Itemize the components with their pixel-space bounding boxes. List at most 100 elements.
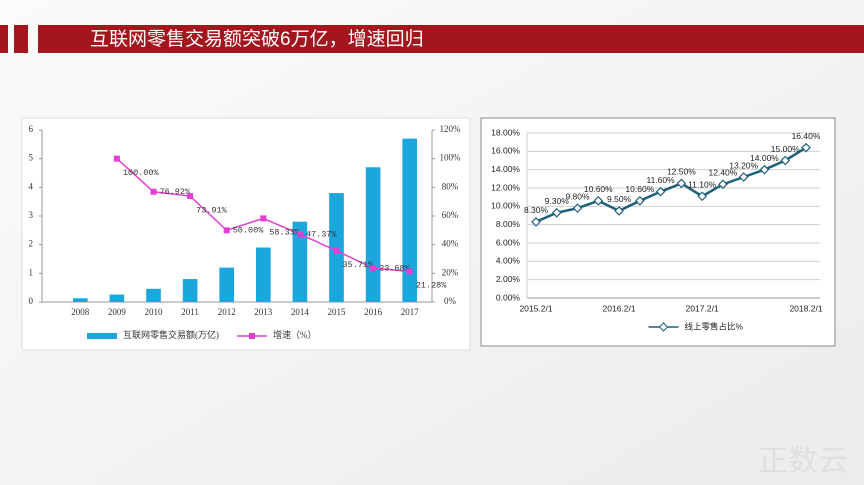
- marker: [296, 231, 303, 238]
- y2-tick-label: 0%: [444, 296, 457, 306]
- legend-label: 互联网零售交易额(万亿): [123, 329, 219, 340]
- data-label: 9.80%: [565, 191, 590, 201]
- data-label: 13.20%: [729, 160, 758, 170]
- y-tick-label: 14.00%: [491, 164, 520, 174]
- x-tick-label: 2017: [401, 307, 420, 317]
- x-tick-label: 2009: [108, 307, 127, 317]
- x-tick-label: 2012: [218, 307, 236, 317]
- data-label: 12.50%: [667, 167, 696, 177]
- bar: [329, 193, 344, 302]
- y2-tick-label: 100%: [440, 153, 462, 163]
- marker: [634, 195, 645, 206]
- bar: [292, 221, 308, 302]
- y-tick-label: 3: [29, 210, 34, 220]
- bar: [182, 279, 198, 302]
- data-label: 58.33%: [269, 228, 301, 238]
- marker: [738, 172, 749, 182]
- y-tick-label: 5: [29, 153, 34, 163]
- bar: [365, 167, 381, 302]
- x-tick-label: 2018.2/1: [789, 303, 822, 313]
- data-label: 35.71%: [343, 260, 375, 270]
- y2-tick-label: 60%: [442, 210, 459, 220]
- data-label: 11.60%: [647, 175, 676, 185]
- data-label: 9.30%: [545, 196, 570, 206]
- y-tick-label: 0: [29, 296, 34, 306]
- y-tick-label: 4.00%: [496, 256, 521, 266]
- data-label: 10.60%: [625, 184, 654, 194]
- x-tick-label: 2010: [145, 307, 164, 317]
- marker: [676, 178, 687, 189]
- x-tick-label: 2013: [254, 307, 273, 317]
- marker: [187, 193, 194, 200]
- marker: [223, 227, 230, 234]
- data-label: 47.37%: [306, 229, 338, 239]
- marker: [718, 179, 728, 190]
- data-label: 9.50%: [607, 194, 632, 204]
- legend-swatch: [658, 322, 669, 332]
- marker: [406, 268, 413, 275]
- y-tick-label: 6: [29, 124, 34, 134]
- bar: [219, 267, 235, 302]
- marker: [780, 155, 791, 166]
- x-tick-label: 2015.2/1: [519, 303, 552, 313]
- marker: [655, 186, 666, 197]
- y-tick-label: 16.00%: [491, 146, 520, 156]
- x-tick-label: 2016: [364, 307, 383, 317]
- marker: [759, 164, 770, 175]
- header-bar: [38, 25, 864, 53]
- marker: [697, 191, 708, 202]
- marker: [531, 217, 541, 227]
- x-tick-label: 2017.2/1: [686, 303, 719, 313]
- legend-swatch: [249, 333, 255, 339]
- y-tick-label: 8.00%: [496, 219, 521, 229]
- y-tick-label: 12.00%: [491, 182, 520, 192]
- bar: [255, 247, 271, 302]
- marker: [260, 215, 267, 222]
- data-label: 76.92%: [160, 187, 192, 197]
- marker: [551, 207, 562, 218]
- y-tick-label: 10.00%: [491, 201, 520, 211]
- legend-label: 线上零售占比%: [685, 321, 744, 331]
- legend-swatch: [87, 333, 117, 339]
- data-label: 15.00%: [771, 144, 800, 154]
- marker: [150, 188, 157, 195]
- watermark: 正数云: [758, 445, 848, 478]
- chart-panel: [480, 117, 836, 347]
- x-tick-label: 2016.2/1: [603, 303, 636, 313]
- y-tick-label: 4: [29, 181, 34, 191]
- x-tick-label: 2015: [328, 307, 347, 317]
- y-tick-label: 0.00%: [496, 292, 521, 302]
- marker: [801, 142, 811, 153]
- bar: [402, 138, 418, 302]
- data-label: 50.00%: [233, 226, 265, 236]
- bar: [109, 294, 125, 302]
- y2-tick-label: 40%: [442, 239, 459, 249]
- x-tick-label: 2011: [181, 307, 199, 317]
- y2-tick-label: 80%: [442, 181, 459, 191]
- data-label: 12.40%: [709, 168, 738, 178]
- y-tick-label: 18.00%: [491, 127, 520, 137]
- data-label: 73.91%: [196, 205, 228, 215]
- y-tick-label: 2.00%: [496, 274, 521, 284]
- data-label: 8.30%: [524, 205, 549, 215]
- marker: [572, 203, 583, 214]
- header-accent: [14, 25, 28, 53]
- bar: [146, 288, 161, 302]
- data-label: 16.40%: [792, 131, 821, 141]
- slide-title: 互联网零售交易额突破6万亿，增速回归: [90, 28, 424, 50]
- marker: [333, 247, 340, 254]
- x-tick-label: 2014: [291, 307, 310, 317]
- y-tick-label: 1: [29, 267, 34, 277]
- data-label: 10.60%: [584, 184, 613, 194]
- data-label: 21.28%: [416, 281, 448, 291]
- data-label: 23.68%: [379, 263, 411, 273]
- chart-2: 0.00% 2.00% 4.00% 6.00% 8.00% 10.00% 12.00% 14.…: [491, 127, 823, 332]
- legend-label: 增速（%）: [273, 329, 317, 340]
- marker: [614, 206, 624, 216]
- header-accent: [0, 25, 8, 53]
- marker: [113, 155, 120, 162]
- bar: [72, 298, 88, 302]
- data-label: 11.10%: [688, 180, 717, 190]
